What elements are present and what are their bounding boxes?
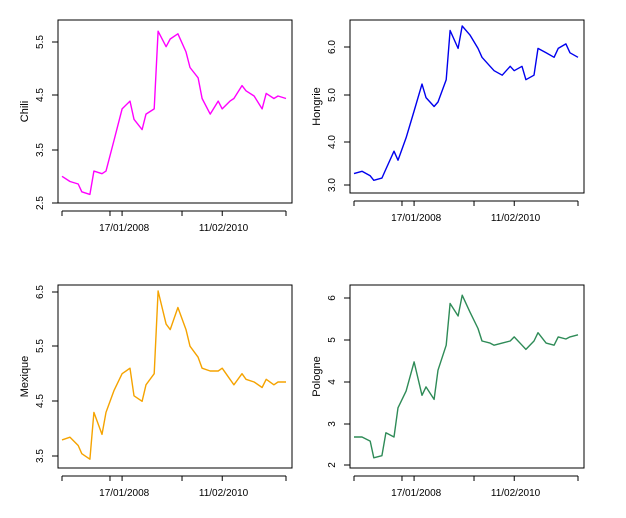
plot-frame bbox=[349, 284, 585, 469]
y-tick-label: 5.0 bbox=[327, 88, 338, 102]
y-tick-label: 6.5 bbox=[35, 285, 46, 299]
x-tick-label: 17/01/2008 bbox=[391, 213, 441, 224]
plot-frame bbox=[349, 19, 585, 194]
y-tick-label: 3.5 bbox=[35, 449, 46, 463]
y-tick-label: 6.0 bbox=[327, 40, 338, 54]
series-line bbox=[354, 294, 579, 459]
y-tick-label: 4.5 bbox=[35, 88, 46, 102]
y-tick-label: 3.5 bbox=[35, 143, 46, 157]
series-line bbox=[61, 30, 287, 196]
y-tick-label: 2.5 bbox=[35, 196, 46, 210]
y-axis-label: Chili bbox=[19, 101, 31, 122]
chart-panel-1: 2.5 3.5 4.5 5.5 Chili 17/01/2008 11/02/2010 bbox=[19, 19, 293, 234]
plot-frame bbox=[57, 284, 293, 469]
x-tick-label: 11/02/2010 bbox=[491, 213, 541, 224]
y-tick-label: 4 bbox=[327, 379, 338, 385]
y-axis-label: Mexique bbox=[19, 356, 31, 398]
y-tick-label: 3.0 bbox=[327, 178, 338, 192]
x-tick-label: 11/02/2010 bbox=[491, 488, 541, 499]
chart-panel-4: 2 3 4 5 6 Pologne 17/01/2008 11/02/2010 bbox=[311, 284, 585, 499]
y-tick-label: 5.5 bbox=[35, 35, 46, 49]
chart-panel-2: 3.0 4.0 5.0 6.0 Hongrie 17/01/2008 11/02/2010 bbox=[311, 19, 585, 224]
y-axis-label: Hongrie bbox=[311, 87, 323, 126]
y-tick-label: 4.5 bbox=[35, 394, 46, 408]
plot-frame bbox=[57, 19, 293, 204]
y-tick-label: 4.0 bbox=[327, 135, 338, 149]
x-tick-label: 17/01/2008 bbox=[99, 488, 149, 499]
x-tick-label: 11/02/2010 bbox=[199, 488, 249, 499]
x-tick-label: 11/02/2010 bbox=[199, 223, 249, 234]
y-tick-label: 5.5 bbox=[35, 339, 46, 353]
y-axis-label: Pologne bbox=[311, 356, 323, 396]
x-tick-label: 17/01/2008 bbox=[99, 223, 149, 234]
y-tick-label: 2 bbox=[327, 462, 338, 468]
x-tick-label: 17/01/2008 bbox=[391, 488, 441, 499]
chart-panel-3: 3.5 4.5 5.5 6.5 Mexique 17/01/2008 11/02/2010 bbox=[19, 284, 293, 499]
y-tick-label: 5 bbox=[327, 337, 338, 343]
series-line bbox=[353, 25, 579, 182]
series-line bbox=[61, 290, 286, 460]
y-tick-label: 3 bbox=[327, 421, 338, 427]
y-tick-label: 6 bbox=[327, 295, 338, 301]
